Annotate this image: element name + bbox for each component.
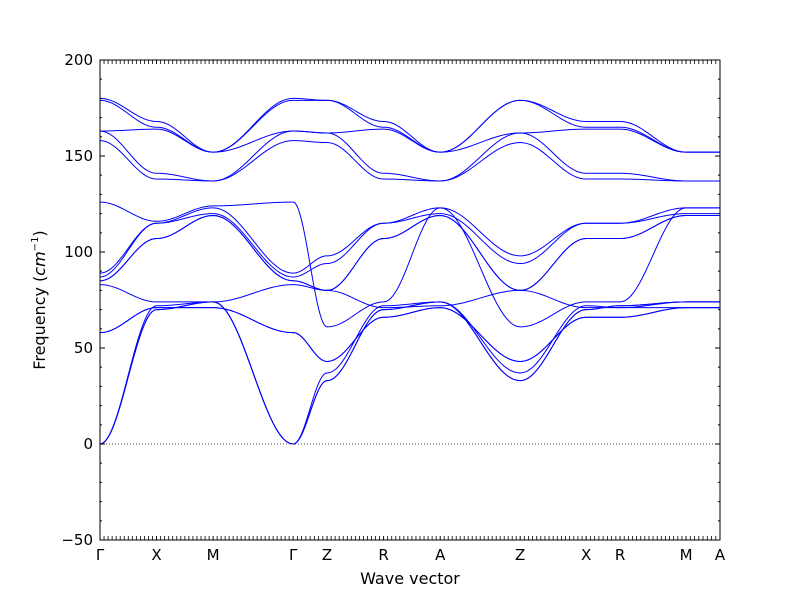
phonon-band-6	[99, 284, 720, 309]
x-tick-label: Γ	[96, 546, 105, 564]
y-axis-label: Frequency (cm−1)	[30, 230, 49, 369]
x-tick-label: X	[581, 546, 591, 564]
x-tick-label: M	[680, 546, 693, 564]
x-tick-label: Γ	[289, 546, 298, 564]
y-tick-label: 200	[64, 51, 93, 69]
phonon-band-7	[99, 215, 720, 291]
bands-layer	[99, 97, 720, 445]
phonon-band-10	[99, 207, 720, 274]
y-tick-label: 100	[64, 243, 93, 261]
phonon-band-2	[99, 301, 720, 445]
phonon-band-16	[99, 97, 720, 153]
x-tick-label: A	[435, 546, 446, 564]
phonon-band-1	[99, 301, 720, 445]
x-tick-label: Z	[322, 546, 332, 564]
phonon-band-15	[99, 99, 720, 153]
phonon-band-5	[99, 307, 720, 362]
phonon-band-4	[99, 307, 720, 362]
y-tick-label: 0	[83, 435, 93, 453]
x-axis-label: Wave vector	[360, 569, 460, 588]
y-tick-label: −50	[61, 531, 93, 549]
x-tick-label: X	[151, 546, 161, 564]
x-tick-label: R	[378, 546, 388, 564]
x-tick-label: M	[207, 546, 220, 564]
y-axis-label-exponent: −1	[30, 237, 41, 252]
phonon-band-12	[99, 140, 720, 182]
y-tick-label: 150	[64, 147, 93, 165]
phonon-band-14	[99, 128, 720, 153]
phonon-band-3	[99, 301, 720, 445]
y-axis-label-close: )	[30, 230, 49, 236]
x-tick-label: A	[715, 546, 726, 564]
plot-frame	[99, 59, 721, 541]
phonon-band-13	[99, 130, 720, 182]
phonon-band-11	[99, 201, 720, 328]
y-tick-label: 50	[74, 339, 93, 357]
phonon-band-8	[99, 215, 720, 291]
x-tick-label: Z	[515, 546, 525, 564]
y-axis-label-text: Frequency (	[30, 276, 49, 370]
y-axis: −50 0 50 100 150 200	[61, 51, 720, 549]
y-axis-label-unit: cm	[30, 251, 49, 275]
x-tick-label: R	[615, 546, 625, 564]
